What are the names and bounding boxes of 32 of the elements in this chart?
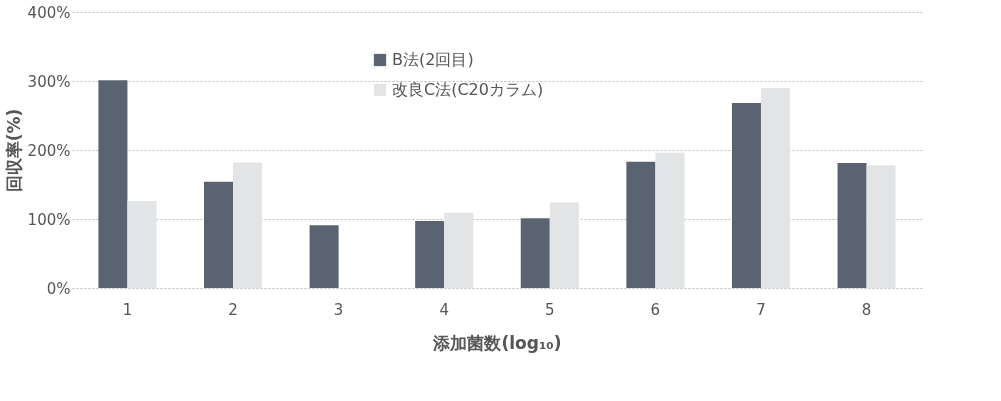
x-tick-label: 1 (122, 300, 133, 319)
y-axis-title: 回収率(%) (3, 108, 24, 193)
x-tick-label: 5 (545, 300, 555, 319)
bar (549, 202, 579, 288)
y-tick-label: 300% (27, 72, 71, 91)
bar (760, 87, 791, 288)
legend-label: B法(2回目) (392, 50, 474, 69)
x-tick-label: 6 (650, 300, 661, 319)
bar (655, 152, 685, 288)
x-tick-label: 2 (228, 300, 238, 319)
bar (866, 165, 896, 288)
bar (520, 218, 550, 288)
bar (203, 181, 234, 288)
bar (444, 212, 474, 288)
bar (127, 201, 157, 288)
bar (309, 225, 339, 288)
x-axis-title: 添加菌数(log₁₀) (432, 332, 562, 353)
y-tick-label: 200% (27, 141, 71, 160)
bar (98, 80, 128, 288)
y-tick-label: 400% (27, 3, 71, 22)
bar (731, 103, 761, 288)
x-tick-label: 7 (756, 300, 766, 319)
y-tick-label: 100% (27, 210, 71, 229)
x-tick-label: 8 (861, 300, 872, 319)
legend-label: 改良C法(C20カラム) (392, 80, 544, 99)
y-tick-label: 0% (46, 279, 71, 298)
bar (233, 162, 263, 288)
x-tick-label: 3 (333, 300, 344, 319)
bar (837, 163, 867, 288)
bar (415, 221, 445, 288)
bar (626, 161, 656, 288)
x-tick-label: 4 (439, 300, 449, 319)
